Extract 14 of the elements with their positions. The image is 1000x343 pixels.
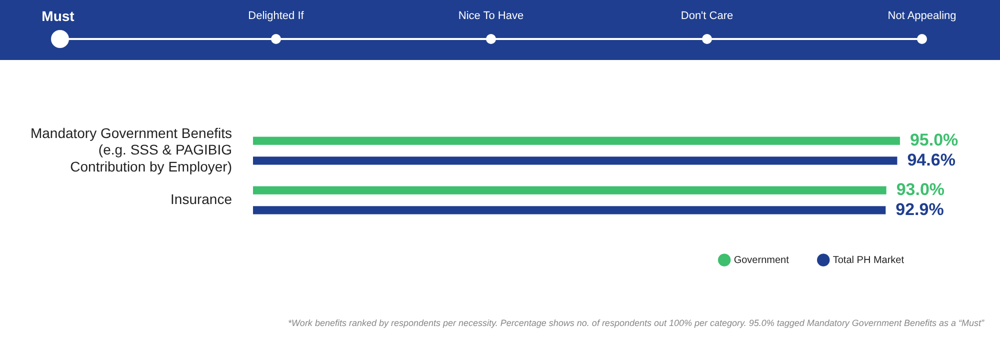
legend-label: Government bbox=[734, 254, 790, 266]
data-label: 95.0% bbox=[910, 130, 958, 150]
y-tick-label: Mandatory Government Benefits (e.g. SSS & PAGIBIG Contribution by Employer) bbox=[30, 124, 232, 174]
text: Not Appealing bbox=[888, 10, 956, 22]
text: Must bbox=[42, 8, 74, 24]
data-label: 94.6% bbox=[907, 150, 956, 170]
legend-label: Total PH Market bbox=[832, 254, 904, 266]
data-label: 92.9% bbox=[896, 200, 944, 219]
text: *Work benefits ranked by respondents per necessity. Percentage shows no. of respondents out 100% per category. 95.0% tagged Mandatory Government Benefits as a “Must” bbox=[288, 318, 984, 328]
text: Delighted If bbox=[248, 10, 304, 22]
y-tick-label: Insurance bbox=[170, 191, 232, 208]
data-label: 93.0% bbox=[896, 180, 945, 200]
text: Don't Care bbox=[680, 10, 734, 22]
text: Nice To Have bbox=[458, 10, 524, 22]
